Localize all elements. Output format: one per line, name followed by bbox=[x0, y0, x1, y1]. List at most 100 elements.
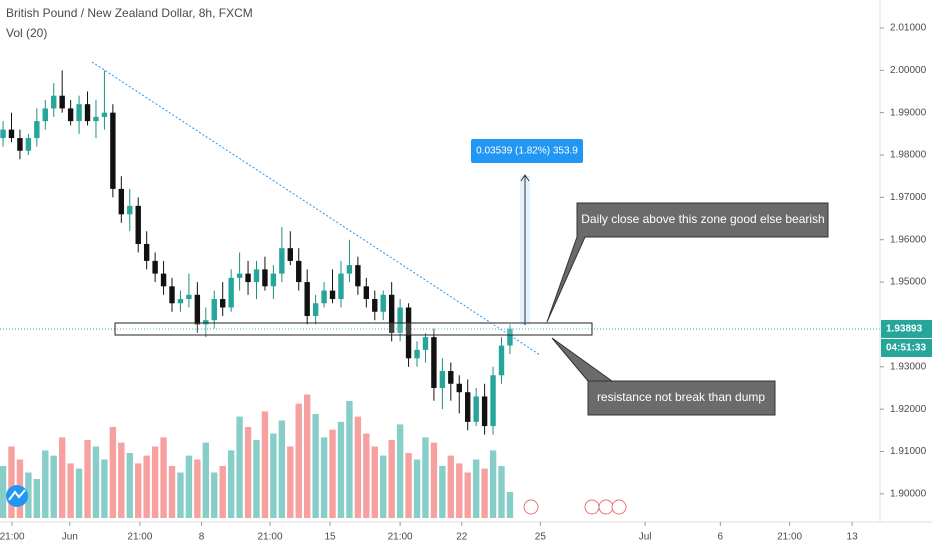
volume-bar bbox=[295, 403, 302, 518]
volume-bar bbox=[219, 466, 226, 518]
candle-body bbox=[220, 299, 226, 308]
candle-body bbox=[143, 243, 150, 261]
volume-bar bbox=[50, 455, 57, 518]
volume-bar bbox=[380, 455, 387, 518]
y-tick-label: 2.00000 bbox=[890, 65, 927, 76]
volume-bar bbox=[498, 466, 505, 518]
candle-body bbox=[34, 121, 40, 139]
last-price-label: 1.93893 bbox=[886, 324, 923, 335]
candle-body bbox=[388, 294, 395, 333]
candle-body bbox=[67, 108, 74, 122]
volume-bar bbox=[388, 440, 395, 518]
volume-bar bbox=[489, 450, 497, 518]
volume-bar bbox=[135, 463, 142, 518]
candle-body bbox=[17, 138, 23, 151]
volume-bar bbox=[472, 459, 480, 518]
candle-body bbox=[329, 290, 336, 300]
candle-body bbox=[8, 129, 15, 139]
volume-bar bbox=[58, 437, 66, 518]
candle-body bbox=[338, 273, 344, 300]
volume-bar bbox=[430, 442, 438, 518]
volume-bar bbox=[227, 450, 235, 518]
volume-bar bbox=[278, 420, 286, 518]
candle-body bbox=[481, 396, 488, 427]
volume-bar bbox=[405, 453, 412, 518]
candle-body bbox=[186, 294, 192, 300]
x-tick-label: 21:00 bbox=[777, 532, 802, 543]
candle-body bbox=[169, 286, 175, 304]
volume-bar bbox=[363, 433, 370, 518]
y-tick-label: 1.96000 bbox=[890, 234, 927, 245]
trendline bbox=[91, 61, 541, 356]
candle-body bbox=[93, 116, 99, 122]
volume-bar bbox=[481, 468, 488, 518]
volume-bar bbox=[8, 446, 15, 518]
y-tick-label: 2.01000 bbox=[890, 23, 927, 34]
volume-bar bbox=[287, 446, 294, 518]
annotation: Daily close above this zone good else be… bbox=[581, 212, 824, 226]
candle-body bbox=[490, 375, 496, 427]
x-tick-label: 21:00 bbox=[257, 532, 282, 543]
volume-bar bbox=[506, 492, 514, 518]
candle-body bbox=[355, 265, 361, 287]
candle-body bbox=[25, 138, 32, 151]
axes-layer: 1.90000 1.91000 1.92000 1.93000 1.95000 1.960… bbox=[0, 23, 932, 543]
volume-bar bbox=[422, 437, 429, 518]
x-tick-label: 15 bbox=[324, 532, 336, 543]
volume-bar bbox=[185, 455, 193, 518]
volume-bar bbox=[101, 459, 108, 518]
y-tick-label: 1.97000 bbox=[890, 192, 927, 203]
candle-body bbox=[498, 345, 505, 376]
candle-body bbox=[177, 299, 184, 304]
x-tick-label: Jun bbox=[62, 532, 78, 543]
candle-body bbox=[59, 95, 65, 109]
volume-bar bbox=[447, 455, 455, 518]
volume-bar bbox=[177, 472, 184, 518]
x-tick-label: 21:00 bbox=[0, 532, 25, 543]
volume-bar bbox=[270, 433, 277, 518]
measure-box bbox=[471, 139, 583, 163]
x-tick-label: 21:00 bbox=[127, 532, 152, 543]
candle-body bbox=[203, 320, 209, 325]
candle-body bbox=[245, 273, 251, 283]
candle-body bbox=[321, 290, 327, 304]
candle-body bbox=[118, 188, 125, 215]
candle-body bbox=[465, 392, 471, 422]
candle-body bbox=[397, 307, 403, 333]
volume-bar bbox=[42, 450, 49, 518]
x-tick-label: 25 bbox=[535, 532, 547, 543]
countdown-label: 04:51:33 bbox=[886, 343, 926, 354]
volume-bar bbox=[67, 463, 74, 518]
volume-bar bbox=[371, 446, 378, 518]
volume-bar bbox=[202, 442, 210, 518]
candle-body bbox=[422, 337, 429, 350]
volume-bar bbox=[33, 479, 41, 518]
candle-body bbox=[51, 95, 57, 109]
event-icon bbox=[611, 499, 627, 515]
candle-body bbox=[346, 265, 353, 274]
candle-body bbox=[228, 277, 234, 308]
volume-bar bbox=[168, 466, 176, 518]
volume-bar bbox=[75, 468, 83, 518]
volume-bar bbox=[109, 427, 117, 518]
candle-body bbox=[456, 383, 462, 393]
volume-bar bbox=[396, 424, 404, 518]
candle-body bbox=[473, 396, 479, 422]
volume-bar bbox=[211, 472, 218, 518]
volume-bar bbox=[25, 472, 32, 518]
volume-bar bbox=[312, 414, 319, 518]
event-icon bbox=[598, 499, 614, 515]
volume-bar bbox=[464, 472, 471, 518]
measure-label: 0.03539 (1.82%) 353.9 bbox=[476, 146, 578, 157]
annotation: resistance not break than dump bbox=[597, 390, 765, 404]
candle-body bbox=[380, 294, 386, 312]
candle-body bbox=[110, 112, 116, 189]
candle-body bbox=[194, 294, 201, 325]
volume-bar bbox=[354, 416, 362, 518]
candle-body bbox=[448, 371, 454, 384]
candle-body bbox=[405, 307, 412, 359]
candle-body bbox=[414, 349, 420, 359]
candle-body bbox=[312, 303, 319, 316]
candle-body bbox=[236, 273, 243, 278]
